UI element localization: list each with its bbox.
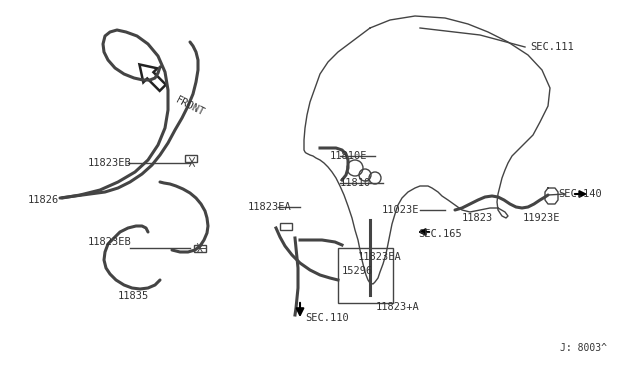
Text: SEC.110: SEC.110 (305, 313, 349, 323)
Text: 11810: 11810 (340, 178, 371, 188)
Text: SEC.140: SEC.140 (558, 189, 602, 199)
Text: SEC.111: SEC.111 (530, 42, 573, 52)
Text: J: 8003^: J: 8003^ (560, 343, 607, 353)
Text: 11826: 11826 (28, 195, 60, 205)
Text: SEC.165: SEC.165 (418, 229, 461, 239)
Bar (338, 248, 393, 303)
Text: 15296: 15296 (342, 266, 373, 276)
Text: 11823: 11823 (462, 213, 493, 223)
Bar (185, 155, 197, 162)
Text: 11823EB: 11823EB (88, 237, 132, 247)
Text: 11823EB: 11823EB (88, 158, 132, 168)
Text: 11823EA: 11823EA (248, 202, 292, 212)
Text: 11823+A: 11823+A (376, 302, 420, 312)
Text: 11023E: 11023E (382, 205, 419, 215)
Text: 11810E: 11810E (330, 151, 367, 161)
Bar (194, 245, 206, 252)
Text: FRONT: FRONT (174, 95, 206, 118)
Bar (280, 223, 292, 230)
Text: 11923E: 11923E (523, 213, 561, 223)
Text: 11823EA: 11823EA (358, 252, 402, 262)
Text: 11835: 11835 (118, 291, 149, 301)
